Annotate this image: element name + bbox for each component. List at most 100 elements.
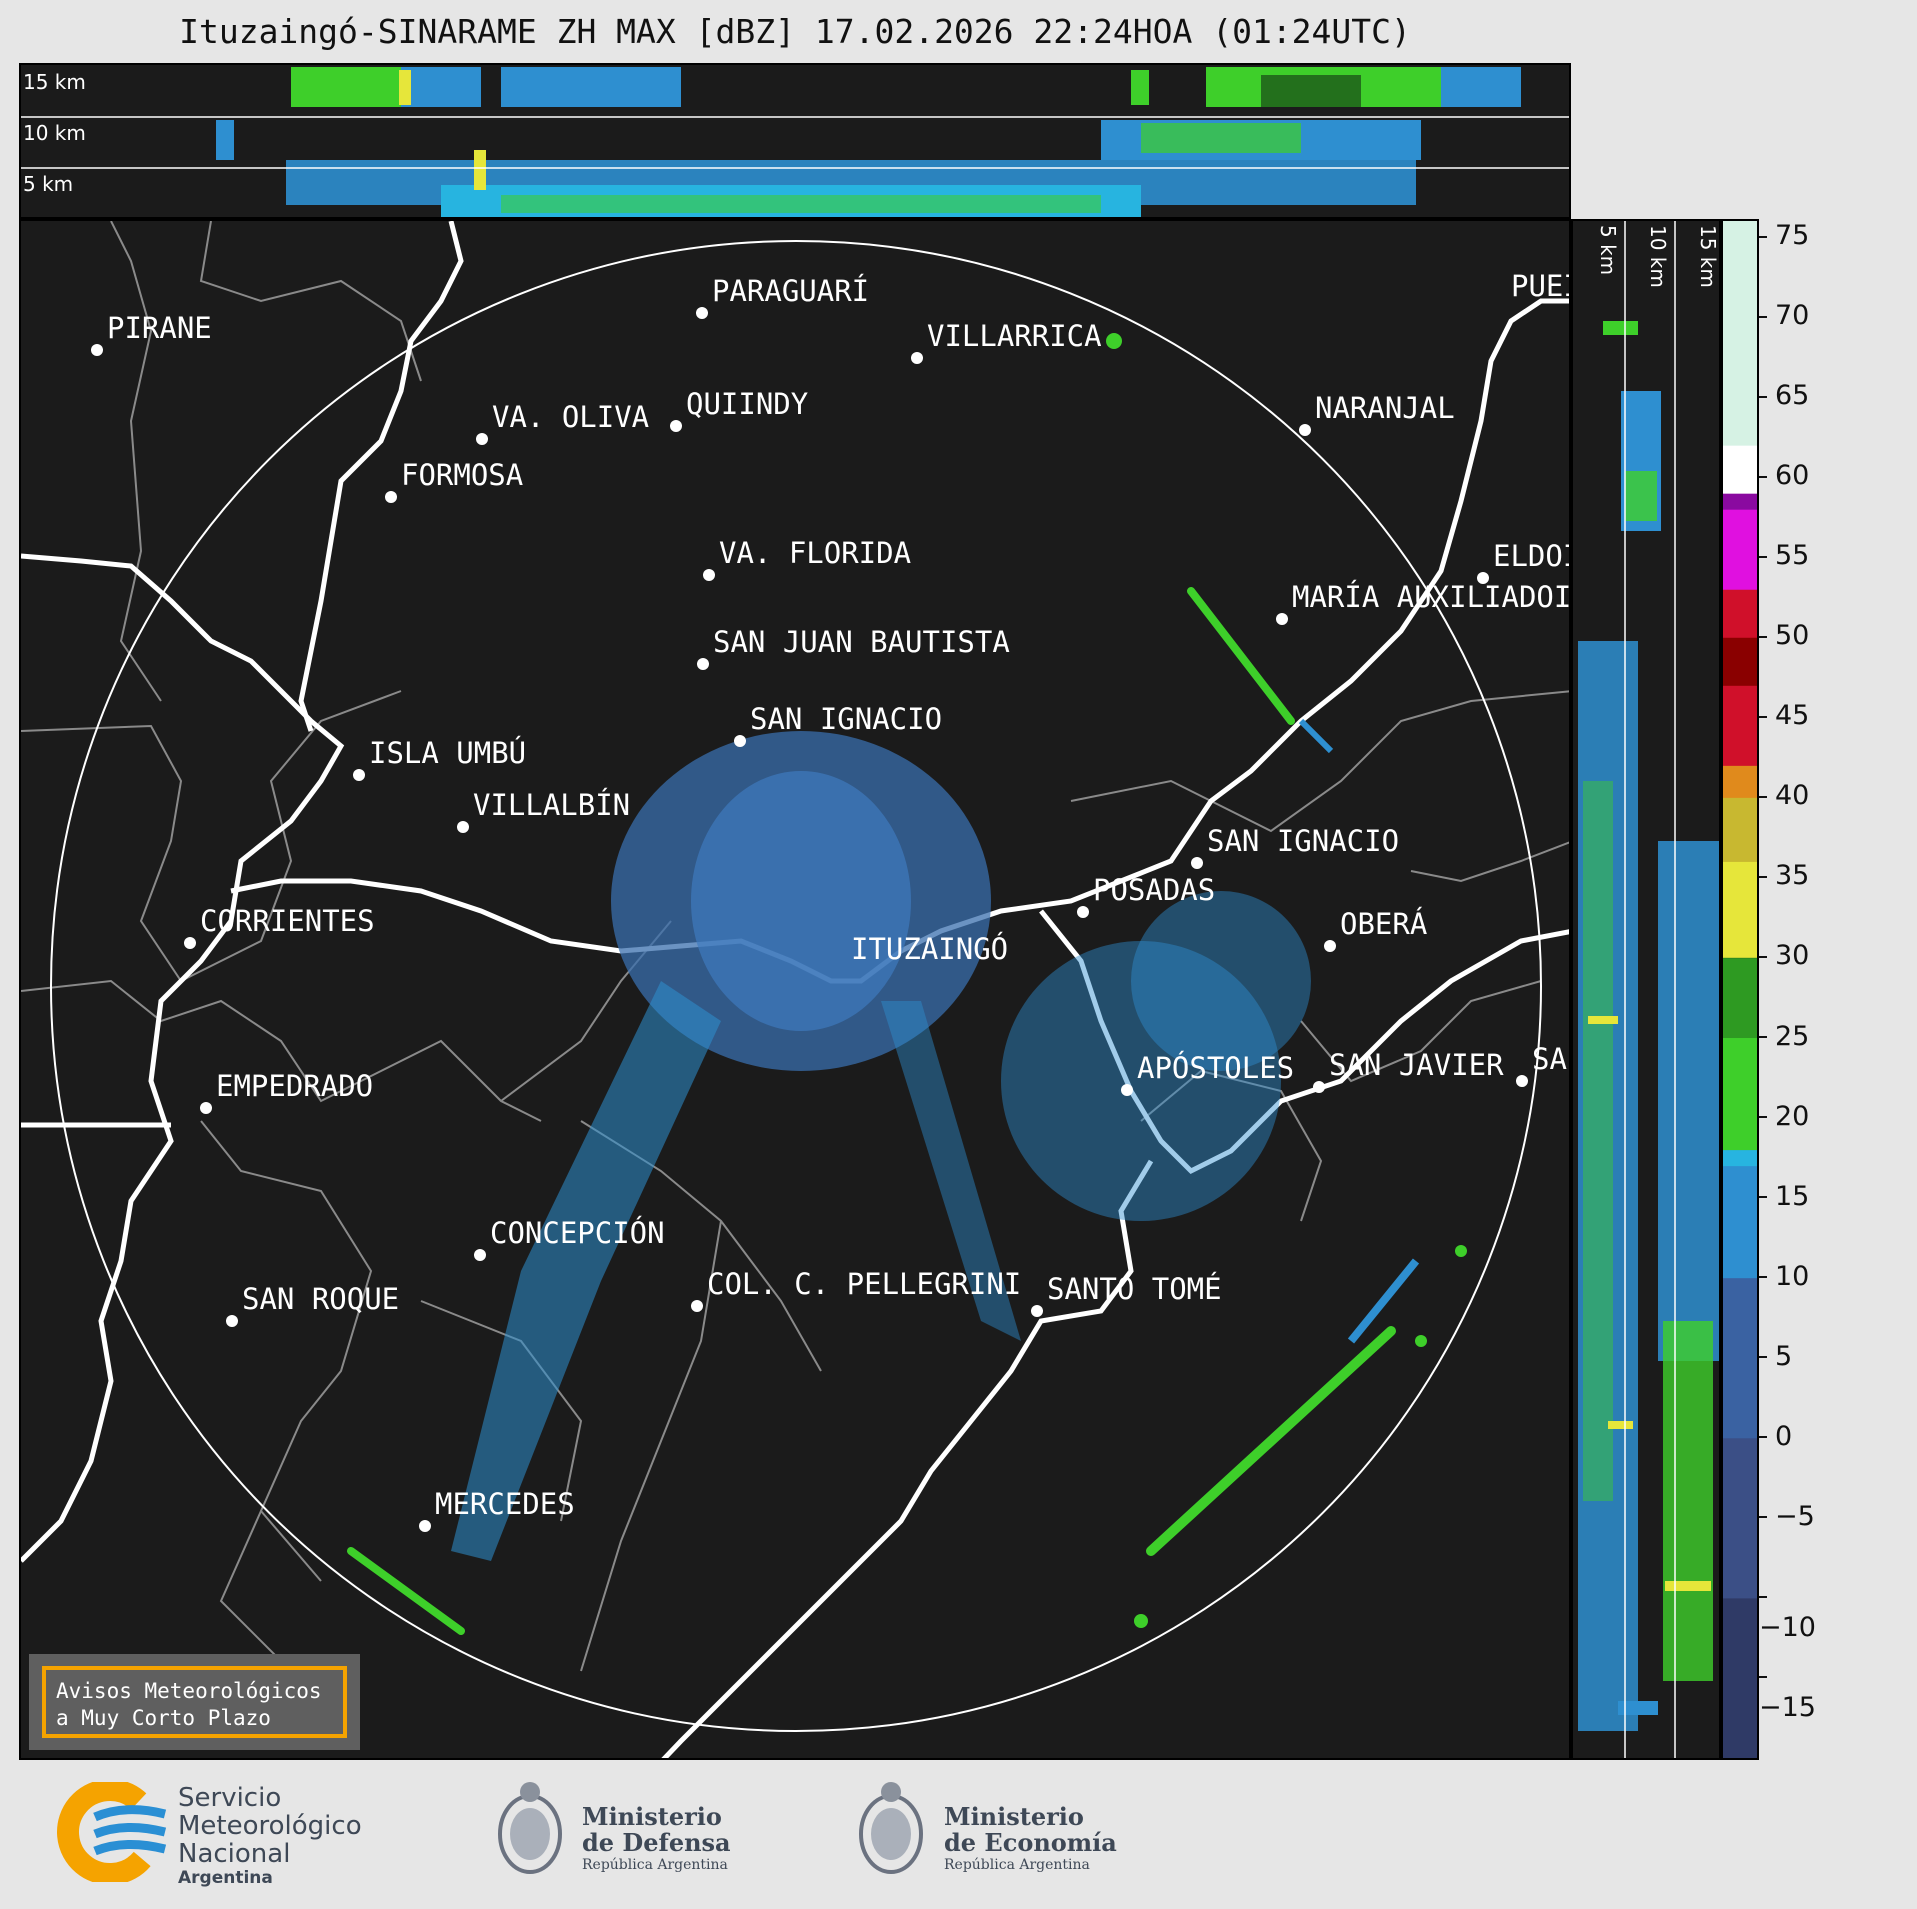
colorbar-tick-label: 20 [1759, 1101, 1829, 1132]
city-label: VILLARRICA [927, 319, 1102, 353]
city-label: MARÍA AUXILIADOI [1292, 580, 1571, 614]
colorbar-tick-label: 15 [1759, 1181, 1829, 1212]
city-label: SAN ROQUE [242, 1282, 399, 1316]
colorbar-tick-label: 5 [1759, 1341, 1829, 1372]
warning-line-1: Avisos Meteorológicos [56, 1679, 322, 1703]
city-label: COL. C. PELLEGRINI [707, 1267, 1021, 1301]
city-label: NARANJAL [1315, 391, 1455, 425]
colorbar-band [1723, 861, 1757, 958]
city-label: APÓSTOLES [1137, 1051, 1294, 1085]
colorbar-tick-label: 35 [1759, 860, 1829, 891]
colorbar-tick-label: −15 [1759, 1661, 1829, 1723]
colorbar-band [1723, 1165, 1757, 1279]
colorbar-tick-label: 50 [1759, 620, 1829, 651]
right-height-profile-panel: 5 km 10 km 15 km [1571, 219, 1721, 1760]
colorbar-tick-label: −10 [1759, 1581, 1829, 1643]
colorbar-tick-label: 60 [1759, 460, 1829, 491]
colorbar-band [1723, 797, 1757, 862]
colorbar-band [1723, 1277, 1757, 1439]
city-label: PARAGUARÍ [712, 274, 869, 308]
city-label: PUEI [1511, 269, 1571, 303]
top-alt-label-5: 5 km [23, 172, 73, 196]
right-profile-echoes [1578, 321, 1719, 1731]
radar-range-ring [50, 240, 1542, 1732]
colorbar-tick-label: 10 [1759, 1261, 1829, 1292]
radar-site-label: ITUZAINGÓ [851, 932, 1008, 966]
colorbar-band [1723, 685, 1757, 766]
colorbar-tick-label: 45 [1759, 700, 1829, 731]
colorbar-tick-label: 25 [1759, 1021, 1829, 1052]
colorbar-band [1723, 1437, 1757, 1599]
right-alt-label-10: 10 km [1646, 225, 1670, 288]
colorbar-tick-label: −5 [1759, 1501, 1829, 1532]
footer-logos: Servicio Meteorológico Nacional Argentin… [0, 1760, 1917, 1909]
colorbar-band [1723, 765, 1757, 798]
colorbar-band [1723, 445, 1757, 494]
colorbar-band [1723, 493, 1757, 510]
right-alt-label-15: 15 km [1696, 225, 1720, 288]
city-label: PIRANE [107, 311, 212, 345]
city-label: CONCEPCIÓN [490, 1216, 665, 1250]
city-label: ISLA UMBÚ [369, 736, 526, 770]
city-label: VILLALBÍN [473, 788, 630, 822]
city-label: MERCEDES [435, 1487, 575, 1521]
reflectivity-echoes [347, 333, 1467, 1635]
colorbar-tick-label: 65 [1759, 380, 1829, 411]
chart-title: Ituzaingó-SINARAME ZH MAX [dBZ] 17.02.20… [179, 12, 1411, 51]
colorbar-band [1723, 1037, 1757, 1151]
city-label: SAI [1532, 1042, 1571, 1076]
colorbar-tick-label: 75 [1759, 220, 1829, 251]
top-alt-label-10: 10 km [23, 121, 86, 145]
city-label: QUIINDY [686, 387, 808, 421]
defensa-line-3: República Argentina [582, 1857, 728, 1873]
smn-line-2: Meteorológico [178, 1811, 362, 1841]
economia-line-2: de Economía [944, 1828, 1117, 1857]
warning-panel[interactable]: Avisos Meteorológicos a Muy Corto Plazo [29, 1654, 360, 1750]
colorbar-tick-label: 70 [1759, 300, 1829, 331]
warning-link[interactable]: Avisos Meteorológicos a Muy Corto Plazo [42, 1666, 347, 1738]
radar-map[interactable]: PIRANE PARAGUARÍ VILLARRICA PUEI QUIINDY… [19, 219, 1571, 1760]
dbz-colorbar [1721, 219, 1759, 1760]
colorbar-tick-label: 55 [1759, 540, 1829, 571]
city-label: VA. FLORIDA [719, 536, 911, 570]
top-alt-label-15: 15 km [23, 70, 86, 94]
smn-line-1: Servicio [178, 1783, 282, 1813]
country-borders [21, 221, 1569, 1758]
city-label: SAN IGNACIO [750, 702, 942, 736]
right-alt-label-5: 5 km [1596, 225, 1620, 275]
colorbar-band [1723, 221, 1757, 446]
city-label: SAN JAVIER [1329, 1048, 1504, 1082]
colorbar-tick-label: 0 [1759, 1421, 1829, 1452]
colorbar-band [1723, 637, 1757, 686]
city-label: SAN IGNACIO [1207, 824, 1399, 858]
city-label: FORMOSA [401, 458, 523, 492]
smn-line-4: Argentina [178, 1868, 273, 1888]
city-label: SANTO TOMÉ [1047, 1272, 1222, 1306]
city-label: VA. OLIVA [492, 400, 649, 434]
top-profile-echoes [216, 67, 1521, 217]
defensa-line-2: de Defensa [582, 1828, 731, 1857]
colorbar-tick-label: 30 [1759, 940, 1829, 971]
colorbar-band [1723, 509, 1757, 590]
economia-line-1: Ministerio [944, 1802, 1084, 1831]
economia-line-3: República Argentina [944, 1857, 1090, 1873]
colorbar-band [1723, 957, 1757, 1039]
colorbar-band [1723, 1149, 1757, 1167]
city-label: OBERÁ [1340, 907, 1427, 941]
smn-logo [55, 1779, 175, 1885]
colorbar-band [1723, 1597, 1757, 1759]
city-label: CORRIENTES [200, 904, 375, 938]
warning-line-2: a Muy Corto Plazo [56, 1706, 271, 1730]
defensa-line-1: Ministerio [582, 1802, 722, 1831]
city-label: SAN JUAN BAUTISTA [713, 625, 1010, 659]
top-height-profile-panel: 15 km 10 km 5 km [19, 63, 1571, 219]
city-markers [91, 307, 1528, 1532]
colorbar-tick-label: 40 [1759, 780, 1829, 811]
defensa-seal [494, 1774, 566, 1892]
city-label: ELDOI [1493, 539, 1571, 573]
city-labels: PIRANE PARAGUARÍ VILLARRICA PUEI QUIINDY… [107, 269, 1571, 1521]
city-label: POSADAS [1093, 873, 1215, 907]
city-label: EMPEDRADO [216, 1069, 373, 1103]
economia-seal [855, 1774, 927, 1892]
smn-line-3: Nacional [178, 1839, 291, 1869]
